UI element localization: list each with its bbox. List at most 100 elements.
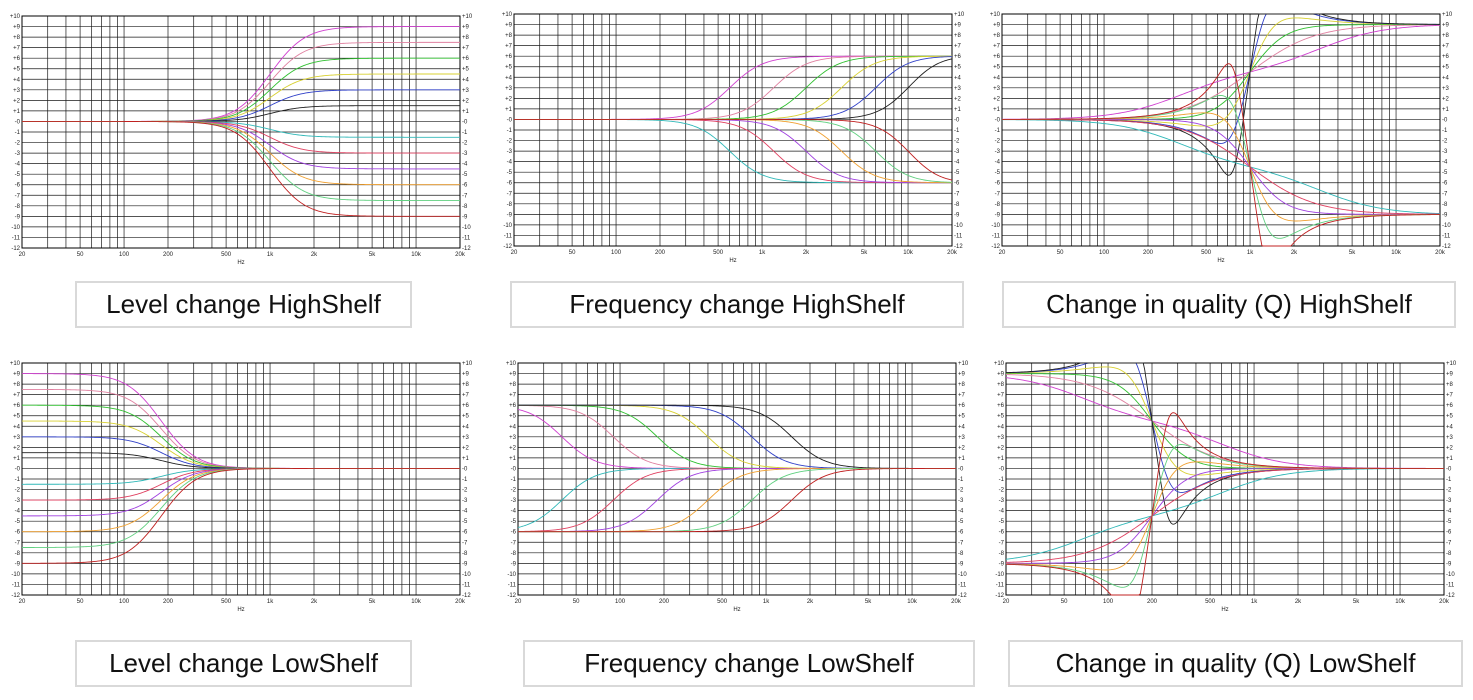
y-tick-label-right: +6 bbox=[1446, 403, 1454, 409]
y-tick-label-left: -11 bbox=[996, 582, 1005, 588]
x-tick-label: 500 bbox=[1201, 250, 1212, 256]
y-tick-label-left: -2 bbox=[999, 488, 1005, 494]
x-tick-label: 20k bbox=[455, 252, 466, 258]
y-tick-label-right: -4 bbox=[954, 160, 960, 166]
y-tick-label-left: -6 bbox=[511, 530, 517, 536]
y-tick-label-left: -7 bbox=[999, 540, 1005, 546]
y-tick-label-left: -10 bbox=[995, 572, 1004, 578]
series-line bbox=[1002, 63, 1441, 247]
x-tick-label: 200 bbox=[1147, 599, 1158, 605]
x-tick-label: 100 bbox=[615, 599, 626, 605]
y-tick-label-left: +5 bbox=[505, 65, 513, 71]
series-line bbox=[1005, 377, 1444, 469]
y-tick-label-left: +4 bbox=[505, 75, 513, 81]
y-tick-label-left: -5 bbox=[15, 172, 21, 178]
y-tick-label-left: -6 bbox=[507, 181, 513, 187]
y-tick-label-right: -8 bbox=[1442, 202, 1448, 208]
series-line bbox=[22, 468, 460, 548]
y-tick-label-left: +9 bbox=[993, 23, 1001, 29]
series-line bbox=[1005, 412, 1444, 596]
y-tick-label-left: -4 bbox=[511, 509, 517, 515]
y-tick-label-left: +10 bbox=[506, 361, 517, 367]
y-tick-label-left: +5 bbox=[509, 414, 517, 420]
y-tick-label-right: +9 bbox=[958, 372, 966, 378]
series-line bbox=[514, 119, 953, 181]
y-tick-label-right: +3 bbox=[1446, 435, 1454, 441]
y-tick-label-left: +8 bbox=[509, 382, 517, 388]
x-tick-label: 1k bbox=[759, 250, 766, 256]
y-tick-label-right: -2 bbox=[1442, 139, 1448, 145]
y-tick-label-right: +3 bbox=[958, 435, 966, 441]
y-tick-label-left: +7 bbox=[993, 44, 1001, 50]
y-tick-label-left: -4 bbox=[507, 160, 513, 166]
y-tick-label-right: +6 bbox=[462, 403, 470, 409]
x-tick-label: 50 bbox=[77, 599, 84, 605]
y-tick-label-left: -9 bbox=[507, 212, 513, 218]
y-tick-label-left: -3 bbox=[511, 498, 517, 504]
y-tick-label-left: -5 bbox=[507, 170, 513, 176]
y-tick-label-right: +9 bbox=[954, 23, 962, 29]
series-line bbox=[1001, 17, 1441, 127]
y-tick-label-right: +10 bbox=[462, 361, 473, 367]
y-tick-label-right: -12 bbox=[958, 593, 967, 599]
series-line bbox=[22, 468, 460, 517]
y-tick-label-left: -8 bbox=[995, 202, 1001, 208]
chart-quality-change-lowshelf: +10 +10 +9 +9 +8 +8 +7 +7 +6 +6 +5 +5 +4 +4 +3 +3 +2 +2 +1… bbox=[994, 361, 1457, 613]
y-tick-label-left: +1 bbox=[993, 107, 1001, 113]
series-line bbox=[1001, 119, 1441, 215]
x-tick-label: 20k bbox=[455, 599, 466, 605]
y-tick-label-left: +10 bbox=[10, 14, 21, 20]
plot-frame bbox=[1001, 13, 1441, 247]
y-tick-label-right: -0 bbox=[1446, 466, 1452, 472]
y-tick-label-right: -10 bbox=[462, 225, 471, 231]
series-line bbox=[1005, 468, 1444, 560]
y-tick-label-right: +7 bbox=[954, 44, 962, 50]
y-tick-label-right: -3 bbox=[954, 149, 960, 155]
y-tick-label-right: -3 bbox=[462, 151, 468, 157]
y-tick-label-right: -11 bbox=[1446, 582, 1455, 588]
y-tick-label-left: +7 bbox=[505, 44, 513, 50]
y-tick-label-right: -10 bbox=[954, 223, 963, 229]
y-tick-label-right: -11 bbox=[954, 233, 963, 239]
series-line bbox=[1006, 468, 1444, 564]
y-tick-label-right: -2 bbox=[954, 139, 960, 145]
x-tick-label: 1k bbox=[1247, 250, 1254, 256]
y-tick-label-left: +5 bbox=[993, 65, 1001, 71]
y-tick-label-right: -7 bbox=[462, 193, 468, 199]
y-tick-label-left: +2 bbox=[993, 96, 1001, 102]
x-tick-label: 500 bbox=[221, 599, 232, 605]
x-tick-label: 200 bbox=[163, 252, 174, 258]
y-tick-label-right: -9 bbox=[462, 561, 468, 567]
y-tick-label-right: +8 bbox=[462, 35, 470, 41]
x-tick-label: 200 bbox=[659, 599, 670, 605]
y-tick-label-left: -12 bbox=[11, 593, 20, 599]
x-tick-label: 2k bbox=[1295, 599, 1302, 605]
y-tick-label-left: +2 bbox=[13, 445, 21, 451]
y-tick-label-right: +1 bbox=[1442, 107, 1450, 113]
y-tick-label-right: +7 bbox=[1446, 393, 1454, 399]
y-tick-label-left: -2 bbox=[15, 488, 21, 494]
x-tick-label: 1k bbox=[267, 599, 274, 605]
series-line bbox=[22, 420, 460, 469]
y-tick-label-right: -9 bbox=[1446, 561, 1452, 567]
y-tick-label-right: -1 bbox=[462, 130, 468, 136]
y-tick-label-left: +4 bbox=[13, 77, 21, 83]
plot-frame bbox=[1005, 362, 1445, 596]
y-tick-label-left: -0 bbox=[511, 466, 517, 472]
y-tick-label-right: -12 bbox=[1446, 593, 1455, 599]
y-tick-label-left: -12 bbox=[507, 593, 516, 599]
series-line bbox=[22, 41, 460, 122]
y-tick-label-left: +10 bbox=[502, 12, 513, 18]
y-tick-label-right: -7 bbox=[958, 540, 964, 546]
y-tick-label-right: +2 bbox=[954, 96, 962, 102]
series-line bbox=[1005, 444, 1444, 588]
y-tick-label-left: -10 bbox=[503, 223, 512, 229]
y-tick-label-right: +6 bbox=[462, 56, 470, 62]
y-tick-label-left: +1 bbox=[13, 456, 21, 462]
y-tick-label-right: +2 bbox=[1446, 445, 1454, 451]
y-tick-label-left: +10 bbox=[994, 361, 1005, 367]
x-tick-label: 50 bbox=[1057, 250, 1064, 256]
y-tick-label-left: -9 bbox=[15, 214, 21, 220]
series-line bbox=[1002, 112, 1441, 222]
y-tick-label-left: -0 bbox=[15, 119, 21, 125]
